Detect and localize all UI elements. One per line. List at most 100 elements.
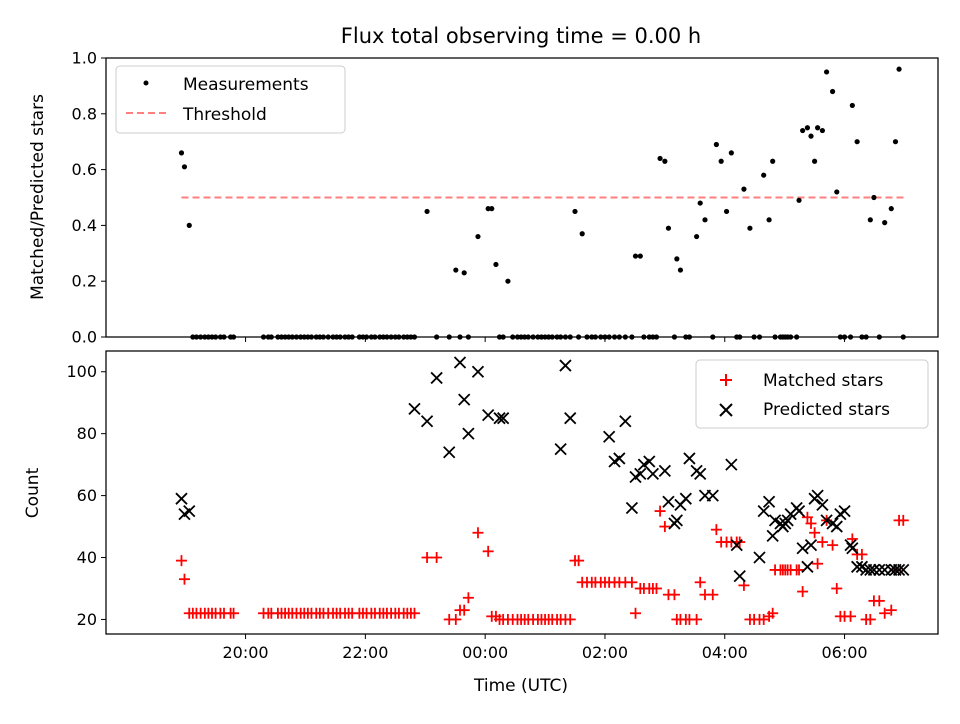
- measurement-point: [606, 334, 612, 340]
- measurement-point: [230, 334, 237, 340]
- measurement-point: [598, 334, 604, 340]
- predicted-star-point: [706, 489, 719, 502]
- measurement-point: [554, 334, 560, 340]
- count-x-ticks: 20:00 22:00 00:00 02:00 04:00 06:00: [223, 634, 868, 662]
- y-tick-label: 0.2: [72, 272, 97, 291]
- measurement-point: [221, 334, 227, 340]
- measurement-point: [453, 267, 459, 273]
- matched-star-point: [654, 505, 666, 517]
- matched-stars-legend-label: Matched stars: [763, 371, 883, 391]
- measurement-point: [747, 225, 753, 231]
- measurement-point: [538, 334, 545, 340]
- measurement-point: [388, 334, 394, 340]
- measurement-point: [530, 334, 536, 340]
- measurement-point: [372, 334, 378, 340]
- measurement-point: [646, 334, 652, 340]
- measurement-point: [702, 217, 708, 223]
- measurement-point: [298, 334, 304, 340]
- measurement-point: [677, 267, 684, 273]
- measurement-point: [392, 334, 398, 340]
- matched-star-point: [691, 613, 703, 625]
- measurement-point: [718, 158, 724, 164]
- measurement-point: [213, 334, 219, 340]
- measurement-point: [345, 334, 352, 340]
- predicted-star-point: [670, 514, 683, 527]
- matched-star-point: [564, 613, 576, 625]
- measurement-point: [812, 158, 818, 164]
- measurement-point: [602, 334, 608, 340]
- measurement-point: [834, 189, 840, 195]
- predicted-star-point: [613, 452, 626, 465]
- measurements-legend-marker: [143, 80, 149, 86]
- predicted-star-point: [430, 371, 443, 385]
- measurement-point: [622, 334, 628, 340]
- predicted-star-point: [846, 542, 859, 555]
- measurement-point: [368, 334, 374, 340]
- measurement-point: [900, 334, 906, 340]
- matched-star-point: [738, 579, 750, 591]
- measurement-point: [349, 334, 355, 340]
- predicted-star-point: [850, 560, 864, 573]
- measurement-point: [282, 334, 288, 340]
- measurement-point: [829, 88, 836, 95]
- measurement-point: [611, 334, 618, 340]
- measurement-point: [616, 334, 622, 340]
- predicted-stars-legend-marker: [719, 403, 733, 417]
- measurement-point: [572, 208, 578, 215]
- predicted-star-point: [816, 498, 829, 512]
- measurement-point: [849, 102, 855, 109]
- measurement-point: [342, 334, 348, 340]
- predicted-star-point: [462, 427, 475, 440]
- measurement-point: [657, 155, 663, 162]
- predicted-star-point: [781, 514, 794, 527]
- measurement-point: [260, 334, 267, 340]
- predicted-star-point: [496, 412, 510, 425]
- matched-star-point: [450, 613, 462, 625]
- predicted-star-point: [420, 415, 434, 428]
- predicted-star-point: [892, 563, 906, 577]
- matched-star-point: [710, 524, 722, 536]
- measurement-point: [859, 334, 865, 340]
- predicted-star-point: [864, 563, 877, 577]
- matched-star-point: [421, 552, 433, 564]
- matched-star-point: [694, 576, 706, 588]
- y-tick-label: 0.6: [72, 160, 97, 179]
- measurement-point: [794, 334, 800, 340]
- measurement-point: [882, 220, 888, 226]
- measurement-point: [896, 66, 902, 72]
- y-tick-label: 60: [77, 486, 97, 505]
- predicted-star-point: [838, 504, 851, 518]
- predicted-star-point: [801, 560, 814, 573]
- measurement-point: [804, 125, 811, 131]
- measurement-point: [178, 150, 185, 156]
- ratio-y-ticks: 0.0 0.2 0.4 0.6 0.8 1.0: [72, 49, 106, 347]
- measurement-point: [737, 334, 743, 340]
- measurement-point: [181, 164, 188, 170]
- measurement-point: [424, 208, 430, 215]
- measurement-point: [841, 334, 848, 340]
- x-axis-label: Time (UTC): [473, 676, 568, 696]
- y-tick-label: 0.4: [72, 216, 97, 235]
- predicted-star-point: [634, 467, 647, 481]
- predicted-star-point: [753, 551, 766, 564]
- matched-star-point: [630, 607, 642, 619]
- measurement-point: [592, 334, 598, 340]
- matched-star-point: [873, 595, 885, 607]
- measurement-point: [330, 334, 336, 340]
- matched-star-point: [462, 592, 474, 604]
- measurement-point: [380, 334, 386, 340]
- predicted-star-point: [796, 542, 809, 555]
- matched-star-point: [816, 536, 828, 548]
- measurement-point: [723, 208, 730, 215]
- measurement-point: [217, 334, 224, 340]
- measurement-point: [876, 334, 882, 340]
- measurement-point: [356, 334, 362, 340]
- measurement-point: [500, 334, 506, 340]
- measurement-point: [505, 278, 511, 284]
- matched-star-point: [797, 586, 809, 598]
- measurement-point: [589, 334, 595, 340]
- predicted-star-point: [867, 563, 881, 577]
- measurement-point: [317, 334, 323, 340]
- measurement-point: [808, 133, 814, 139]
- measurement-point: [683, 334, 689, 340]
